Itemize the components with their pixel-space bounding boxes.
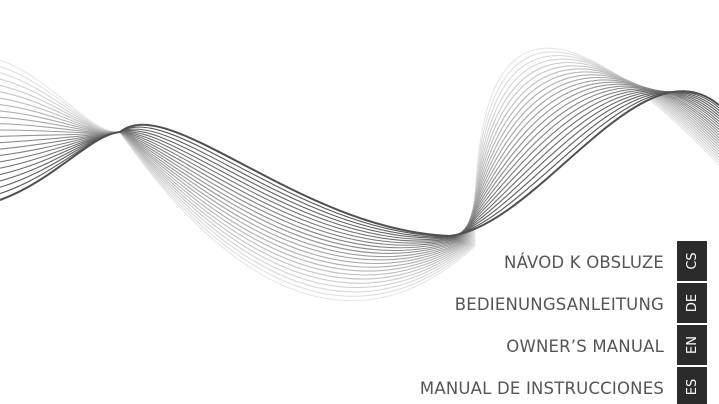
manual-title: BEDIENUNGSANLEITUNG [455,295,664,314]
manual-title: OWNER’S MANUAL [506,337,664,356]
language-code: CS [685,252,700,269]
wave-line [0,88,719,246]
wave-line [0,90,719,238]
wave-line [0,51,719,297]
wave-line [0,79,719,261]
wave-line [0,68,719,276]
wave-line [0,58,719,288]
language-code: DE [685,294,700,312]
wave-line [0,91,719,238]
language-code: EN [685,336,700,354]
language-list: NÁVOD K OBSLUZE CS BEDIENUNGSANLEITUNG DE OW… [420,241,707,404]
wave-line [0,89,719,244]
wave-line [0,90,719,242]
wave-line [0,91,719,239]
wave-line [0,71,719,272]
manual-title: NÁVOD K OBSLUZE [504,253,664,272]
manual-title: MANUAL DE INSTRUCCIONES [420,379,664,398]
language-tab [677,325,707,365]
wave-line [0,87,719,249]
wave-line [0,90,719,240]
wave-line [0,65,719,280]
wave-line [0,76,719,264]
wave-line [0,62,719,284]
language-tab [677,241,707,281]
language-tab [677,367,707,404]
wave-line [0,85,719,252]
wave-line [0,74,719,268]
language-tab [677,283,707,323]
language-code: ES [685,379,700,395]
wave-decoration [0,47,719,302]
wave-line [0,47,719,302]
wave-line [0,55,719,293]
